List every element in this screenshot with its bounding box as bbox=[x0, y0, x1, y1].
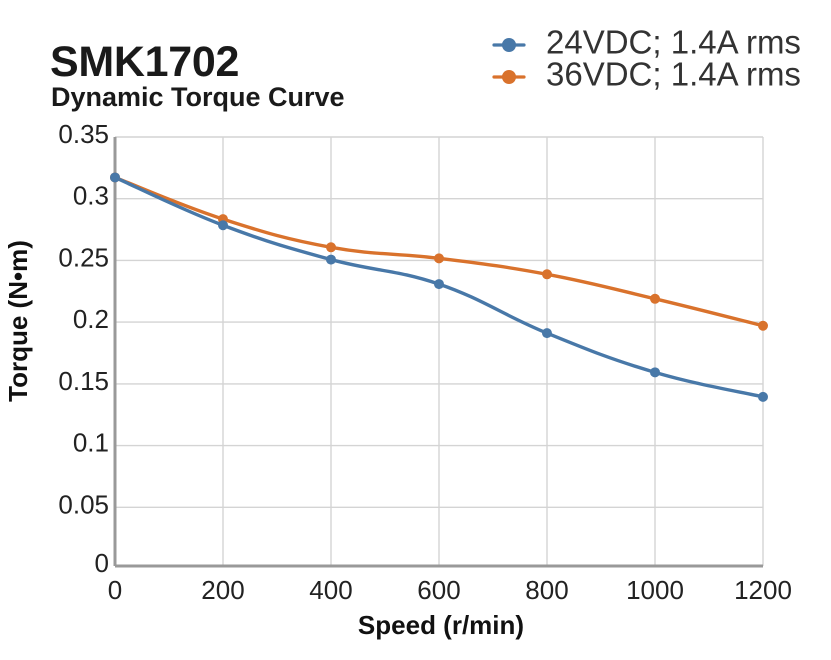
svg-text:Torque (N•m): Torque (N•m) bbox=[3, 240, 33, 402]
svg-text:0.2: 0.2 bbox=[73, 304, 109, 334]
svg-text:Speed (r/min): Speed (r/min) bbox=[358, 610, 524, 640]
svg-text:0: 0 bbox=[95, 548, 109, 578]
svg-text:0.05: 0.05 bbox=[58, 489, 109, 519]
svg-text:0.35: 0.35 bbox=[58, 119, 109, 149]
svg-text:0.25: 0.25 bbox=[58, 242, 109, 272]
svg-text:400: 400 bbox=[309, 575, 352, 605]
svg-text:1200: 1200 bbox=[734, 575, 792, 605]
svg-text:36VDC; 1.4A rms: 36VDC; 1.4A rms bbox=[546, 56, 801, 93]
svg-text:600: 600 bbox=[417, 575, 460, 605]
svg-text:1000: 1000 bbox=[626, 575, 684, 605]
svg-text:0.15: 0.15 bbox=[58, 366, 109, 396]
svg-text:800: 800 bbox=[525, 575, 568, 605]
svg-text:0: 0 bbox=[108, 575, 122, 605]
svg-text:0.1: 0.1 bbox=[73, 428, 109, 458]
svg-text:200: 200 bbox=[201, 575, 244, 605]
svg-text:0.3: 0.3 bbox=[73, 181, 109, 211]
